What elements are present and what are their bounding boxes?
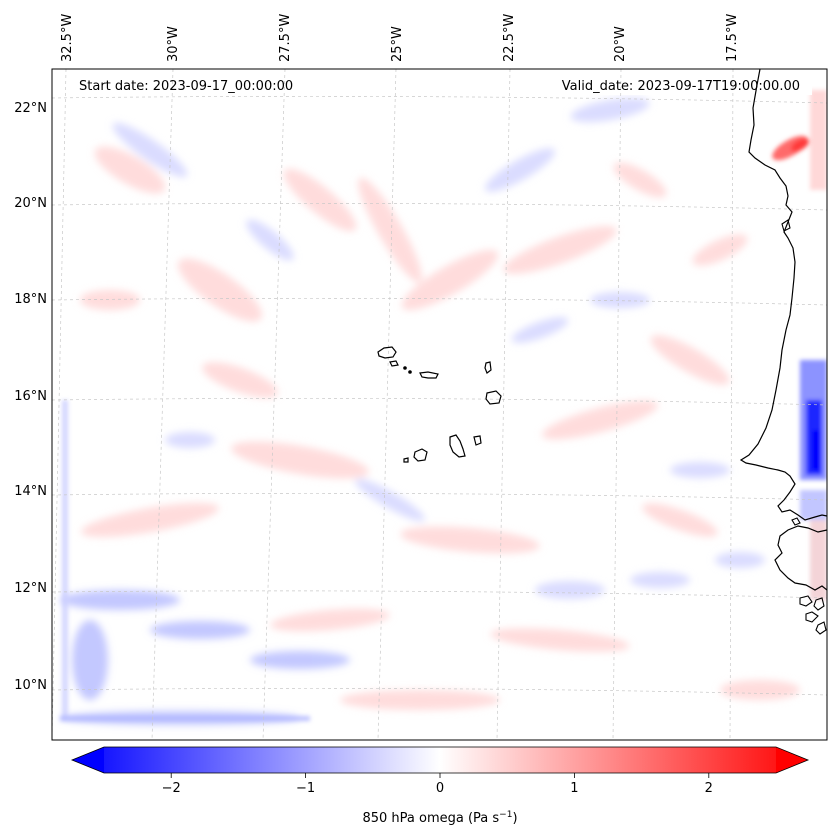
africa-coastline — [739, 69, 827, 521]
island-boa-vista — [485, 390, 502, 405]
island-raso — [408, 370, 412, 374]
annotation-backdrop — [66, 73, 812, 95]
colorbar-tick-label: 0 — [436, 781, 444, 796]
africa-coastline-south — [774, 525, 827, 591]
island-sao-nicolau — [419, 371, 439, 379]
lat-label-18n: 18°N — [14, 292, 47, 307]
colorbar-tick-label: 1 — [570, 781, 578, 796]
lon-label-17-5w: 17.5°W — [725, 14, 740, 62]
colorbar-ticks: −2 −1 0 1 2 — [162, 773, 713, 796]
lon-label-30w: 30°W — [166, 26, 181, 62]
graticule — [52, 69, 827, 740]
island-sao-vicente — [389, 360, 399, 367]
omega-field — [60, 97, 800, 725]
lon-label-20w: 20°W — [613, 26, 628, 62]
colorbar-outline — [70, 746, 810, 774]
lat-label-12n: 12°N — [14, 581, 47, 596]
lat-label-16n: 16°N — [14, 389, 47, 404]
lon-label-25w: 25°W — [390, 26, 405, 62]
colorbar-label: 850 hPa omega (Pa s−1) — [362, 810, 517, 826]
colorbar-extend-low — [72, 747, 104, 773]
valid-date-label: Valid_date: 2023-09-17T19:00:00.00 — [562, 79, 800, 94]
lon-label-22-5w: 22.5°W — [502, 14, 517, 62]
island-santo-antao — [377, 346, 397, 359]
colorbar-tick-label: −2 — [162, 781, 181, 796]
bissagos-coast — [799, 595, 827, 635]
island-santiago — [449, 434, 466, 458]
colorbar: −2 −1 0 1 2 850 hPa omega (Pa s−1) — [70, 746, 810, 826]
boundary-artifacts — [60, 90, 827, 721]
start-date-label: Start date: 2023-09-17_00:00:00 — [79, 79, 293, 94]
longitude-labels: 32.5°W 30°W 27.5°W 25°W 22.5°W 20°W 17.5… — [60, 14, 740, 62]
lat-label-22n: 22°N — [14, 101, 47, 116]
coastal-omega-extremes — [772, 135, 827, 600]
colorbar-tick-label: 2 — [705, 781, 713, 796]
island-fogo — [413, 448, 428, 462]
map-panel — [51, 68, 828, 741]
latitude-labels: 22°N 20°N 18°N 16°N 14°N 12°N 10°N — [14, 101, 47, 693]
cape-verde-islands — [377, 346, 502, 463]
colorbar-fill — [72, 747, 808, 773]
map-frame — [51, 68, 828, 741]
colorbar-tick-label: −1 — [296, 781, 315, 796]
lat-label-20n: 20°N — [14, 196, 47, 211]
colorbar-extend-high — [776, 747, 808, 773]
coast-islets — [781, 219, 801, 526]
lat-label-14n: 14°N — [14, 484, 47, 499]
island-santa-luzia — [403, 366, 407, 370]
island-maio — [473, 435, 482, 446]
island-sal — [484, 361, 492, 374]
island-brava — [403, 457, 409, 463]
lon-label-27-5w: 27.5°W — [278, 14, 293, 62]
lat-label-10n: 10°N — [14, 678, 47, 693]
lon-label-32-5w: 32.5°W — [60, 14, 75, 62]
